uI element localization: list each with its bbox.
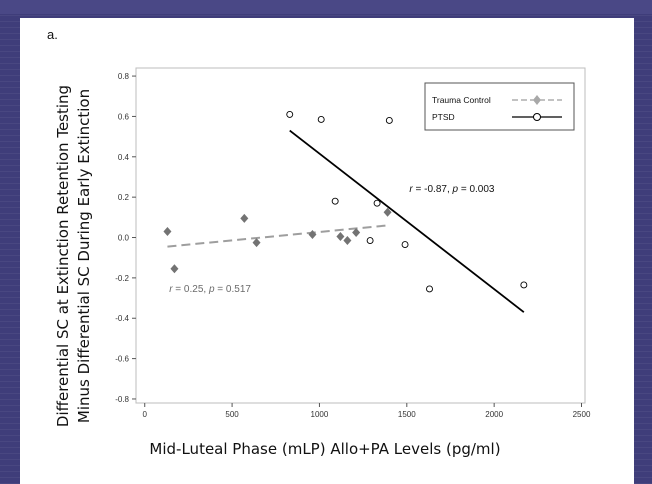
trauma-control-point bbox=[336, 232, 345, 242]
trauma-control-point bbox=[343, 236, 352, 246]
y-tick-label: -0.8 bbox=[115, 395, 129, 404]
y-tick-label: -0.6 bbox=[115, 355, 129, 364]
y-tick-label: 0.0 bbox=[118, 234, 130, 243]
x-tick-label: 1000 bbox=[311, 410, 329, 419]
annotation-fragment: = 0.003 bbox=[458, 184, 495, 195]
y-tick-label: 0.8 bbox=[118, 72, 130, 81]
legend-label-ptsd: PTSD bbox=[432, 112, 455, 122]
data-points bbox=[163, 110, 528, 293]
legend-box bbox=[424, 82, 575, 131]
ptsd-point bbox=[426, 285, 433, 293]
trauma-control-point bbox=[240, 213, 249, 223]
y-tick-label: 0.6 bbox=[118, 112, 130, 121]
ptsd-point bbox=[520, 281, 528, 289]
trauma-control-point bbox=[308, 229, 317, 239]
ptsd-point bbox=[331, 197, 339, 205]
annotation-fragment: = 0.25, bbox=[173, 284, 209, 295]
y-tick-label: -0.2 bbox=[115, 274, 129, 283]
trauma-control-point bbox=[170, 264, 179, 274]
x-axis-ticks: 0 500 1000 1500 2000 2500 bbox=[143, 403, 591, 419]
annotation-fragment: r bbox=[169, 284, 173, 295]
y-axis-label-line-1: Differential SC at Extinction Retention … bbox=[54, 85, 72, 427]
x-tick-label: 2000 bbox=[485, 410, 503, 419]
y-axis-ticks: 0.8 0.6 0.4 0.2 0.0 -0.2 -0.4 -0.6 -0.8 bbox=[115, 72, 136, 404]
trauma-control-point bbox=[252, 238, 261, 248]
plot-frame bbox=[135, 67, 586, 404]
ptsd-point bbox=[373, 199, 381, 207]
x-tick-label: 1500 bbox=[398, 410, 416, 419]
y-axis-label-line-2: Minus Differential SC During Early Extin… bbox=[75, 89, 93, 423]
y-tick-label: 0.4 bbox=[118, 153, 130, 162]
ptsd-point bbox=[401, 241, 409, 249]
ptsd-point bbox=[366, 237, 374, 244]
annotation-fragment: = -0.87, bbox=[413, 184, 453, 195]
annotation-fragment: = 0.517 bbox=[215, 284, 252, 295]
regression-lines bbox=[167, 129, 525, 313]
panel-label: a. bbox=[47, 27, 58, 42]
correlation-annotation-trauma-control: r = 0.25, p = 0.517 bbox=[169, 284, 251, 295]
ptsd-point bbox=[317, 116, 325, 123]
scatter-chart: a. Differential SC at Extinction Retenti… bbox=[47, 27, 591, 458]
legend-diamond-marker bbox=[533, 95, 541, 105]
y-tick-label: 0.2 bbox=[118, 193, 130, 202]
correlation-annotation-ptsd: r = -0.87, p = 0.003 bbox=[409, 184, 495, 195]
regression-line-ptsd bbox=[289, 129, 525, 313]
annotation-fragment: p bbox=[208, 284, 215, 295]
trauma-control-point bbox=[352, 227, 361, 237]
legend: Trauma Control PTSD bbox=[424, 82, 575, 131]
x-axis-label: Mid-Luteal Phase (mLP) Allo+PA Levels (p… bbox=[149, 440, 500, 458]
ptsd-point bbox=[286, 110, 294, 118]
regression-line-trauma-control bbox=[167, 224, 388, 248]
figure-panel: a. Differential SC at Extinction Retenti… bbox=[20, 18, 634, 484]
x-tick-label: 2500 bbox=[573, 410, 591, 419]
annotation-fragment: p bbox=[452, 184, 459, 195]
slide-top-band bbox=[0, 0, 652, 14]
annotation-fragment: r bbox=[409, 184, 413, 195]
y-tick-label: -0.4 bbox=[115, 314, 129, 323]
x-tick-label: 0 bbox=[143, 410, 148, 419]
legend-circle-marker bbox=[533, 113, 541, 121]
x-tick-label: 500 bbox=[225, 410, 239, 419]
ptsd-point bbox=[385, 117, 393, 124]
legend-label-trauma-control: Trauma Control bbox=[432, 95, 491, 105]
trauma-control-point bbox=[163, 226, 172, 236]
trauma-control-point bbox=[383, 207, 392, 217]
